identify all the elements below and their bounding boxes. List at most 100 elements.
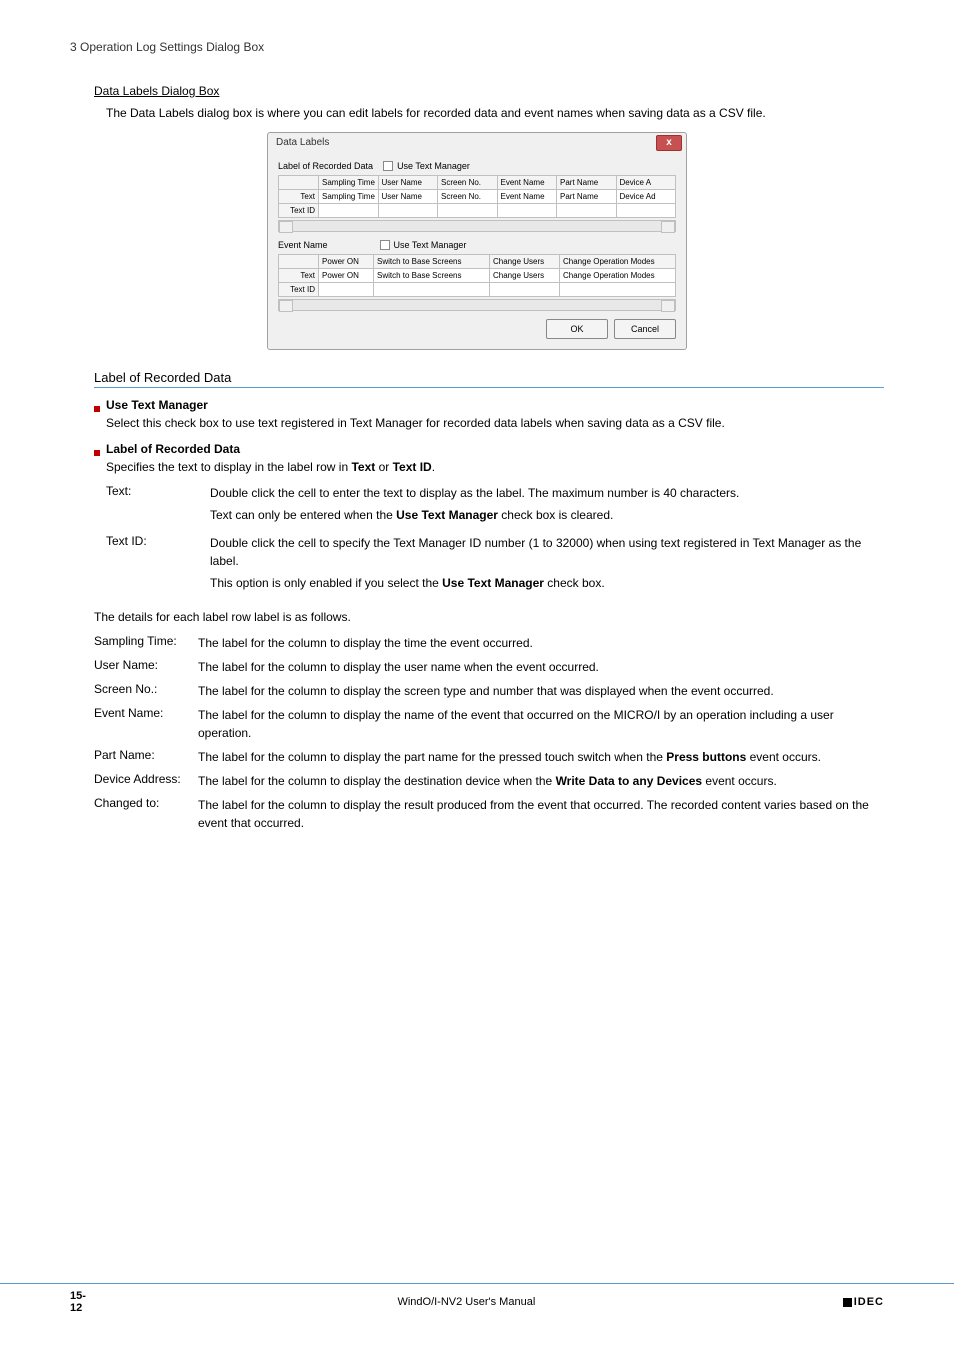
t: Text can only be entered when the [210, 508, 396, 522]
page-body: 3 Operation Log Settings Dialog Box Data… [0, 0, 954, 832]
th-blank [279, 255, 319, 269]
table-textid-row: Text ID [279, 204, 676, 218]
th-screen: Screen No. [438, 176, 498, 190]
dialog-button-row: OK Cancel [278, 319, 676, 339]
bullet-lrd-desc: Specifies the text to display in the lab… [106, 458, 884, 476]
def-screen: Screen No.: The label for the column to … [94, 682, 884, 700]
table-text-row: Text Sampling Time User Name Screen No. … [279, 190, 676, 204]
cell[interactable]: Device Ad [616, 190, 676, 204]
event-name-table: Power ON Switch to Base Screens Change U… [278, 254, 676, 297]
def-text: Text: Double click the cell to enter the… [106, 484, 884, 528]
scrollbar-2[interactable] [278, 299, 676, 311]
cell[interactable] [616, 204, 676, 218]
def-list-2: Sampling Time: The label for the column … [94, 634, 884, 832]
cancel-button[interactable]: Cancel [614, 319, 676, 339]
th-change-op: Change Operation Modes [560, 255, 676, 269]
desc: The label for the column to display the … [198, 706, 884, 742]
desc: The label for the column to display the … [198, 748, 884, 766]
cell[interactable]: Power ON [319, 269, 374, 283]
th-device: Device A [616, 176, 676, 190]
use-text-manager-checkbox-1[interactable] [383, 161, 393, 171]
cell[interactable] [319, 204, 379, 218]
row-textid-hdr: Text ID [279, 204, 319, 218]
page-footer: 15-12 WindO/I-NV2 User's Manual IDEC [0, 1283, 954, 1314]
cell[interactable] [490, 283, 560, 297]
cell[interactable]: Event Name [497, 190, 557, 204]
cell[interactable] [438, 204, 498, 218]
section-title: Data Labels Dialog Box [94, 84, 884, 98]
cell[interactable] [560, 283, 676, 297]
bullet-utm-desc: Select this check box to use text regist… [106, 414, 884, 432]
term: Changed to: [94, 796, 198, 832]
desc: The label for the column to display the … [198, 682, 884, 700]
use-text-manager-checkbox-2[interactable] [380, 240, 390, 250]
event-name-label: Event Name [278, 240, 328, 250]
term: Device Address: [94, 772, 198, 790]
footer-logo: IDEC [843, 1296, 954, 1308]
cell[interactable]: Sampling Time [319, 190, 379, 204]
row-text-hdr: Text [279, 190, 319, 204]
cell[interactable] [497, 204, 557, 218]
term: Part Name: [94, 748, 198, 766]
cell[interactable] [319, 283, 374, 297]
term: Event Name: [94, 706, 198, 742]
bullet-utm: Use Text Manager [94, 398, 884, 412]
table-textid-row: Text ID [279, 283, 676, 297]
page-number: 15-12 [0, 1290, 90, 1314]
cell[interactable] [378, 204, 438, 218]
desc: The label for the column to display the … [198, 772, 884, 790]
t: or [375, 460, 392, 474]
cell[interactable]: Switch to Base Screens [374, 269, 490, 283]
def-changed: Changed to: The label for the column to … [94, 796, 884, 832]
footer-center: WindO/I-NV2 User's Manual [90, 1296, 843, 1308]
t: This option is only enabled if you selec… [210, 576, 442, 590]
def-part: Part Name: The label for the column to d… [94, 748, 884, 766]
p: Double click the cell to specify the Tex… [210, 534, 884, 570]
cell[interactable]: Part Name [557, 190, 617, 204]
t: check box is cleared. [498, 508, 613, 522]
dialog-wrap: Data Labels x Label of Recorded Data Use… [70, 132, 884, 350]
th-power: Power ON [319, 255, 374, 269]
b: Text [351, 460, 375, 474]
p: This option is only enabled if you selec… [210, 574, 884, 592]
th-user: User Name [378, 176, 438, 190]
def-device: Device Address: The label for the column… [94, 772, 884, 790]
th-event: Event Name [497, 176, 557, 190]
def-sampling: Sampling Time: The label for the column … [94, 634, 884, 652]
cell[interactable]: Screen No. [438, 190, 498, 204]
b: Text ID [393, 460, 432, 474]
dialog-body: Label of Recorded Data Use Text Manager … [268, 155, 686, 349]
bullet-icon [94, 450, 100, 456]
def-user: User Name: The label for the column to d… [94, 658, 884, 676]
desc: Double click the cell to specify the Tex… [210, 534, 884, 596]
b: Use Text Manager [396, 508, 498, 522]
label-recorded-heading: Label of Recorded Data [94, 370, 884, 388]
intro-text: The Data Labels dialog box is where you … [106, 104, 884, 122]
def-list-1: Text: Double click the cell to enter the… [106, 484, 884, 596]
def-event: Event Name: The label for the column to … [94, 706, 884, 742]
ok-button[interactable]: OK [546, 319, 608, 339]
cell[interactable] [557, 204, 617, 218]
scrollbar-1[interactable] [278, 220, 676, 232]
t: The label for the column to display the … [198, 774, 556, 788]
term: Text ID: [106, 534, 210, 596]
th-blank [279, 176, 319, 190]
cell[interactable]: Change Operation Modes [560, 269, 676, 283]
table-header-row: Power ON Switch to Base Screens Change U… [279, 255, 676, 269]
use-text-manager-label-1: Use Text Manager [397, 161, 470, 171]
cell[interactable] [374, 283, 490, 297]
bullet-utm-title: Use Text Manager [106, 398, 208, 412]
def-textid: Text ID: Double click the cell to specif… [106, 534, 884, 596]
recorded-data-label: Label of Recorded Data [278, 161, 373, 171]
desc: The label for the column to display the … [198, 796, 884, 832]
term: Sampling Time: [94, 634, 198, 652]
p: Double click the cell to enter the text … [210, 484, 884, 502]
close-button[interactable]: x [656, 135, 682, 151]
bullet-lrd: Label of Recorded Data [94, 442, 884, 456]
th-part: Part Name [557, 176, 617, 190]
cell[interactable]: User Name [378, 190, 438, 204]
cell[interactable]: Change Users [490, 269, 560, 283]
term: Text: [106, 484, 210, 528]
t: . [432, 460, 435, 474]
use-text-manager-label-2: Use Text Manager [394, 240, 467, 250]
